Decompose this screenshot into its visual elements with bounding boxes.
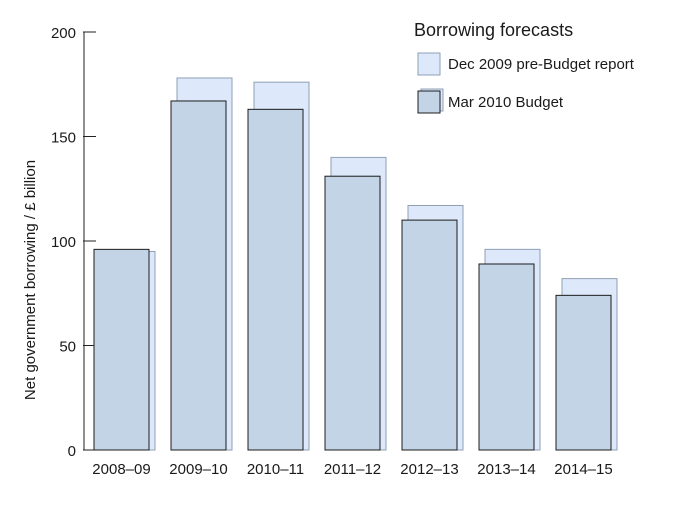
legend-label: Dec 2009 pre-Budget report	[448, 56, 635, 73]
x-category-label: 2013–14	[477, 461, 535, 478]
y-axis-label: Net government borrowing / £ billion	[22, 160, 39, 400]
x-category-label: 2012–13	[400, 461, 458, 478]
bar-budget	[170, 100, 227, 451]
x-category-label: 2011–12	[324, 461, 381, 478]
bar-budget	[247, 108, 304, 451]
legend: Borrowing forecasts Dec 2009 pre-Budget …	[414, 20, 635, 114]
bar-budget	[478, 263, 535, 451]
y-axis: 0 50 100 150 200	[51, 25, 96, 460]
bars	[93, 77, 618, 451]
x-category-label: 2008–09	[92, 461, 150, 478]
y-tick-label: 100	[51, 234, 76, 251]
x-axis-labels: 2008–09 2009–10 2010–11 2011–12 2012–13 2013–…	[92, 461, 612, 478]
bar-budget	[555, 294, 612, 451]
y-tick-label: 0	[68, 443, 76, 460]
bar-budget	[324, 175, 381, 451]
legend-title: Borrowing forecasts	[414, 20, 573, 40]
bar-budget	[401, 219, 458, 451]
legend-swatch	[417, 52, 441, 76]
y-tick-label: 150	[51, 130, 76, 147]
y-tick-label: 50	[59, 339, 76, 356]
x-category-label: 2009–10	[169, 461, 227, 478]
legend-swatch	[417, 90, 441, 114]
bar-budget	[93, 248, 150, 451]
y-tick-label: 200	[51, 25, 76, 42]
x-category-label: 2014–15	[554, 461, 612, 478]
legend-label: Mar 2010 Budget	[448, 94, 564, 111]
x-category-label: 2010–11	[247, 461, 304, 478]
